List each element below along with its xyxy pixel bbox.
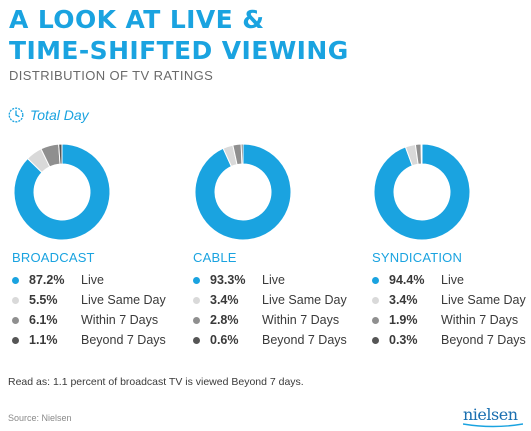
legend-dot-icon: [12, 276, 19, 284]
legend-dot-icon: [12, 336, 19, 344]
donut-chart-syndication: [373, 143, 471, 241]
legend-label: Beyond 7 Days: [262, 333, 347, 347]
legend-value: 87.2%: [29, 273, 65, 287]
legend-label: Within 7 Days: [441, 313, 519, 327]
legend-dot-icon: [193, 316, 200, 324]
legend-dot-icon: [12, 316, 19, 324]
legend-value: 93.3%: [210, 273, 246, 287]
legend-row-live: 87.2% Live: [12, 270, 182, 290]
legend-label: Within 7 Days: [81, 313, 159, 327]
legend: 94.4% Live 3.4% Live Same Day 1.9% Within 7 D…: [372, 270, 531, 350]
chart-panel-syndication: SYNDICATION 94.4% Live 3.4% Live Same Day 1.9…: [370, 140, 531, 350]
legend-label: Live: [262, 273, 285, 287]
donut-charts: BROADCAST 87.2% Live 5.5% Live Same Day 6.1% W…: [0, 140, 531, 350]
donut-chart-cable: [194, 143, 292, 241]
nielsen-logo: nielsen: [463, 405, 518, 424]
legend-row-live: 93.3% Live: [193, 270, 363, 290]
chart-title: BROADCAST: [12, 250, 95, 265]
clock-icon: [8, 107, 24, 123]
legend-row-within-7-days: 2.8% Within 7 Days: [193, 310, 363, 330]
slice-beyond-7-days: [58, 143, 63, 165]
read-as-note: Read as: 1.1 percent of broadcast TV is …: [8, 376, 304, 388]
legend-row-live-same-day: 5.5% Live Same Day: [12, 290, 182, 310]
chart-panel-cable: CABLE 93.3% Live 3.4% Live Same Day 2.8% Withi…: [191, 140, 361, 350]
slice-live: [194, 143, 292, 241]
legend-dot-icon: [193, 276, 200, 284]
donut-chart-broadcast: [13, 143, 111, 241]
legend-value: 0.6%: [210, 333, 239, 347]
legend-dot-icon: [372, 276, 379, 284]
legend-label: Beyond 7 Days: [441, 333, 526, 347]
legend-dot-icon: [372, 296, 379, 304]
slice-beyond-7-days: [240, 143, 244, 165]
legend-dot-icon: [12, 296, 19, 304]
legend-label: Live Same Day: [262, 293, 347, 307]
legend-value: 5.5%: [29, 293, 58, 307]
legend-label: Live: [441, 273, 464, 287]
legend-label: Live: [81, 273, 104, 287]
legend-label: Live Same Day: [441, 293, 526, 307]
legend-dot-icon: [193, 296, 200, 304]
period-label: Total Day: [30, 107, 89, 123]
legend-value: 3.4%: [210, 293, 239, 307]
legend-row-beyond-7-days: 0.6% Beyond 7 Days: [193, 330, 363, 350]
page-title: A LOOK AT LIVE & TIME-SHIFTED VIEWING: [9, 4, 524, 66]
chart-panel-broadcast: BROADCAST 87.2% Live 5.5% Live Same Day 6.1% W…: [10, 140, 180, 350]
legend-row-beyond-7-days: 1.1% Beyond 7 Days: [12, 330, 182, 350]
legend-value: 1.9%: [389, 313, 418, 327]
legend-label: Beyond 7 Days: [81, 333, 166, 347]
legend-label: Within 7 Days: [262, 313, 340, 327]
legend: 87.2% Live 5.5% Live Same Day 6.1% Within 7 D…: [12, 270, 182, 350]
period-indicator: Total Day: [8, 107, 89, 123]
legend-value: 94.4%: [389, 273, 425, 287]
legend-dot-icon: [193, 336, 200, 344]
chart-title: SYNDICATION: [372, 250, 463, 265]
legend-row-live-same-day: 3.4% Live Same Day: [193, 290, 363, 310]
legend-value: 6.1%: [29, 313, 58, 327]
legend-value: 3.4%: [389, 293, 418, 307]
legend-value: 2.8%: [210, 313, 239, 327]
legend-row-live: 94.4% Live: [372, 270, 531, 290]
legend-value: 0.3%: [389, 333, 418, 347]
legend-dot-icon: [372, 316, 379, 324]
legend: 93.3% Live 3.4% Live Same Day 2.8% Within 7 D…: [193, 270, 363, 350]
title-line-2: TIME-SHIFTED VIEWING: [9, 36, 349, 65]
source-note: Source: Nielsen: [8, 413, 72, 423]
page-subtitle: DISTRIBUTION OF TV RATINGS: [9, 68, 214, 83]
legend-row-within-7-days: 6.1% Within 7 Days: [12, 310, 182, 330]
logo-swoosh: [463, 423, 523, 428]
legend-row-live-same-day: 3.4% Live Same Day: [372, 290, 531, 310]
slice-live: [373, 143, 471, 241]
title-line-1: A LOOK AT LIVE &: [9, 5, 265, 34]
legend-dot-icon: [372, 336, 379, 344]
legend-value: 1.1%: [29, 333, 58, 347]
legend-label: Live Same Day: [81, 293, 166, 307]
slice-live: [13, 143, 111, 241]
slice-beyond-7-days: [420, 143, 423, 165]
legend-row-within-7-days: 1.9% Within 7 Days: [372, 310, 531, 330]
chart-title: CABLE: [193, 250, 237, 265]
legend-row-beyond-7-days: 0.3% Beyond 7 Days: [372, 330, 531, 350]
